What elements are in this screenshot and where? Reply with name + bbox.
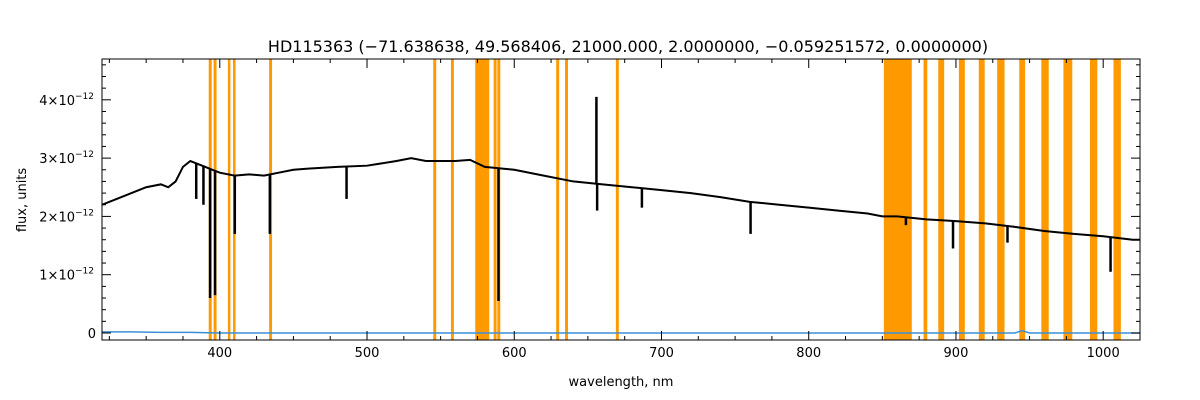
x-tick-label: 700 [649,346,674,361]
masked-band [1041,59,1049,340]
y-tick-label: 3×10−12 [39,150,94,167]
masked-band [556,59,560,340]
y-axis-title: flux, units [15,168,30,233]
masked-band [615,59,619,340]
masked-band [923,59,928,340]
masked-band [565,59,568,340]
y-tick-label: 1×10−12 [39,267,94,284]
masked-band [938,59,945,340]
y-tick-label: 4×10−12 [39,92,94,109]
x-tick-label: 900 [944,346,969,361]
x-tick-label: 1000 [1087,346,1120,361]
y-tick-label: 2×10−12 [39,208,94,225]
x-tick-label: 500 [355,346,380,361]
masked-regions [208,59,1121,340]
masked-band [475,59,490,340]
error-series [102,329,1140,334]
error-line [102,329,1140,334]
masked-band [1063,59,1073,340]
masked-band [883,59,912,340]
plot-frame [101,58,1141,341]
chart-title: HD115363 (−71.638638, 49.568406, 21000.0… [268,37,988,56]
masked-band [978,59,985,340]
x-axis: 400 500 600 700 800 900 1000 [108,59,1141,361]
y-axis: 0 1×10−12 2×10−12 3×10−12 4×10−12 [39,64,1140,342]
flux-line [101,157,1140,241]
masked-band [958,59,965,340]
flux-series [101,96,1140,301]
masked-band [227,59,231,340]
masked-band [450,59,454,340]
masked-band [1089,59,1098,340]
y-tick-label: 0 [88,327,96,342]
masked-band [1019,59,1026,340]
masked-band [493,59,497,340]
x-tick-label: 800 [796,346,821,361]
masked-band [433,59,437,340]
masked-band [1113,59,1121,340]
x-tick-label: 600 [502,346,527,361]
masked-band [997,59,1005,340]
x-tick-label: 400 [207,346,232,361]
x-axis-title: wavelength, nm [569,375,674,390]
